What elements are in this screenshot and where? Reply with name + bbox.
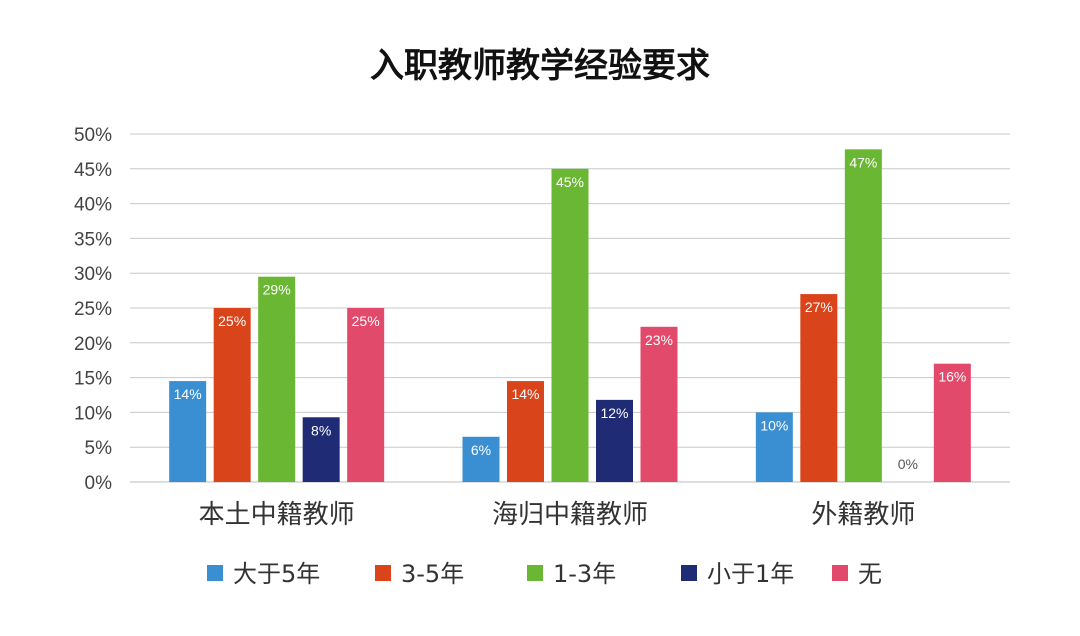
data-label: 29% <box>263 282 291 298</box>
legend-label: 3-5年 <box>401 560 464 588</box>
bar <box>551 168 589 483</box>
x-tick-label: 海归中籍教师 <box>492 500 648 530</box>
y-tick-label: 20% <box>74 334 112 355</box>
data-label: 14% <box>174 386 202 402</box>
y-tick-label: 50% <box>74 125 112 146</box>
y-tick-label: 30% <box>74 264 112 285</box>
y-tick-label: 15% <box>74 369 112 390</box>
bar <box>800 294 838 482</box>
legend-swatch <box>527 565 543 581</box>
legend-swatch <box>207 565 223 581</box>
bar <box>844 149 882 482</box>
y-tick-label: 10% <box>74 403 112 424</box>
legend-label: 无 <box>858 560 882 588</box>
legend: 大于5年 3-5年 1-3年 小于1年 无 <box>207 560 882 588</box>
bar <box>258 276 296 482</box>
data-label: 0% <box>898 456 918 472</box>
bar <box>462 436 500 482</box>
data-label: 47% <box>849 154 877 170</box>
x-tick-label: 外籍教师 <box>811 500 915 530</box>
y-tick-label: 40% <box>74 195 112 216</box>
bars <box>169 149 971 483</box>
bar <box>755 412 793 482</box>
bar <box>302 417 340 482</box>
bar <box>933 363 971 482</box>
data-label: 16% <box>938 369 966 385</box>
bar <box>347 308 385 482</box>
data-labels: 14% 25% 29% 8% 25% 6% 14% 45% 12% 23% 10% 27% 47% 0% 1… <box>174 154 967 472</box>
y-tick-label: 25% <box>74 299 112 320</box>
y-axis-ticks: 0% 5% 10% 15% 20% 25% 30% 35% 40% 45% 50% <box>74 125 112 494</box>
data-label: 27% <box>805 299 833 315</box>
legend-label: 小于1年 <box>707 560 794 588</box>
legend-label: 1-3年 <box>553 560 616 588</box>
chart-title: 入职教师教学经验要求 <box>370 46 710 86</box>
bar <box>596 399 633 482</box>
y-tick-label: 35% <box>74 229 112 250</box>
bar <box>507 381 544 482</box>
data-label: 23% <box>645 332 673 348</box>
bar <box>213 308 251 482</box>
bar <box>169 381 207 482</box>
x-axis-ticks: 本土中籍教师 海归中籍教师 外籍教师 <box>199 500 916 530</box>
data-label: 45% <box>556 174 584 190</box>
data-label: 10% <box>760 417 788 433</box>
legend-label: 大于5年 <box>233 560 320 588</box>
data-label: 25% <box>352 313 380 329</box>
legend-swatch <box>832 565 848 581</box>
y-tick-label: 0% <box>85 473 113 494</box>
data-label: 6% <box>471 442 491 458</box>
y-tick-label: 45% <box>74 160 112 181</box>
data-label: 14% <box>511 386 539 402</box>
data-label: 25% <box>218 313 246 329</box>
legend-swatch <box>375 565 391 581</box>
data-label: 12% <box>600 405 628 421</box>
bar <box>640 326 678 482</box>
y-tick-label: 5% <box>85 438 113 459</box>
legend-swatch <box>681 565 697 581</box>
x-tick-label: 本土中籍教师 <box>199 500 355 530</box>
data-label: 8% <box>311 422 331 438</box>
